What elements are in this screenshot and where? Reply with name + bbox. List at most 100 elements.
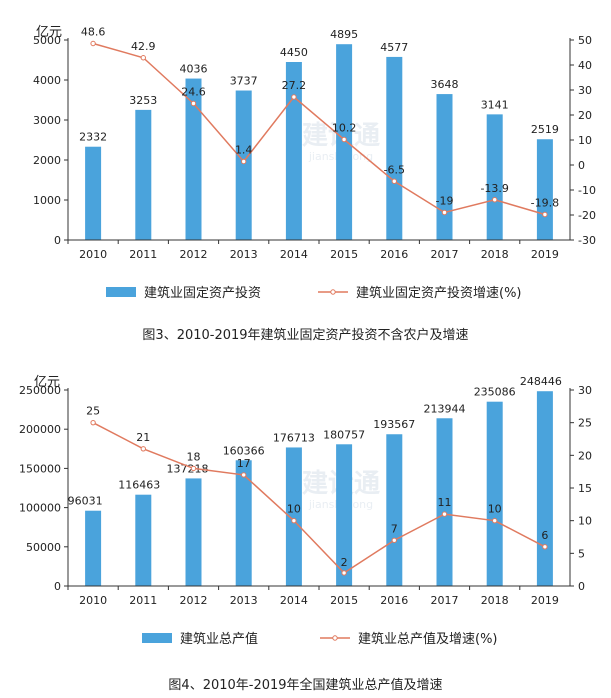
- bar: [386, 56, 403, 240]
- growth-value-label: -19.8: [531, 197, 559, 210]
- legend-line-label: 建筑业固定资产投资增速(%): [356, 285, 522, 300]
- y-right-tick-label: 40: [578, 59, 592, 72]
- y-right-tick-label: 20: [578, 109, 592, 122]
- x-tick-label: 2016: [380, 594, 408, 607]
- bar: [85, 146, 102, 240]
- bar: [135, 109, 152, 240]
- growth-point: [341, 136, 347, 143]
- y-left-tick-label: 150000: [19, 462, 61, 475]
- bar: [486, 401, 503, 586]
- x-tick-label: 2010: [79, 594, 107, 607]
- chart-1-caption: 图3、2010-2019年建筑业固定资产投资不含农户及增速: [142, 328, 469, 343]
- bar: [85, 510, 102, 586]
- y-right-tick-label: 10: [578, 515, 592, 528]
- growth-value-label: 10: [287, 503, 301, 516]
- bar: [135, 494, 152, 586]
- x-tick-label: 2017: [431, 248, 459, 261]
- bar-value-label: 180757: [323, 428, 365, 441]
- x-tick-label: 2010: [79, 248, 107, 261]
- x-tick-label: 2015: [330, 594, 358, 607]
- y-axis-unit: 亿元: [34, 375, 60, 390]
- bar-value-label: 116463: [118, 479, 160, 492]
- growth-line: [92, 422, 546, 574]
- bar-value-label: 96031: [68, 495, 103, 508]
- x-tick-label: 2013: [230, 594, 258, 607]
- bar-value-label: 2519: [531, 123, 559, 136]
- growth-point: [140, 446, 147, 452]
- growth-point: [441, 209, 448, 216]
- y-left-tick-label: 1000: [33, 194, 61, 207]
- chart-fixed-asset-investment: 建设通jianshetong亿元010002000300040005000-30…: [33, 25, 596, 300]
- y-left-tick-label: 2000: [33, 154, 61, 167]
- growth-point: [241, 472, 247, 478]
- bar: [386, 434, 403, 586]
- growth-line: [92, 42, 546, 216]
- legend-bar-label: 建筑业总产值: [180, 631, 258, 647]
- bar-value-label: 193567: [373, 418, 415, 431]
- legend-line-marker: [330, 289, 336, 295]
- bar-value-label: 160366: [223, 444, 265, 457]
- growth-value-label: 42.9: [131, 40, 156, 53]
- bar-value-label: 4450: [280, 46, 308, 59]
- y-left-tick-label: 0: [54, 580, 61, 593]
- y-right-tick-label: 30: [578, 384, 592, 397]
- legend: 建筑业固定资产投资 建筑业固定资产投资增速(%): [106, 285, 522, 300]
- growth-point: [190, 100, 197, 107]
- growth-value-label: 18: [187, 450, 201, 463]
- y-right-tick-label: 15: [578, 482, 592, 495]
- bar: [185, 78, 202, 240]
- legend-bar-label: 建筑业固定资产投资: [144, 285, 261, 300]
- x-tick-label: 2019: [531, 248, 559, 261]
- y-right-tick-label: -20: [578, 209, 596, 222]
- bar: [436, 418, 453, 586]
- y-right-tick-label: 0: [578, 159, 585, 172]
- bar-value-label: 213944: [424, 402, 466, 415]
- growth-point: [241, 158, 247, 165]
- y-right-tick-label: 10: [578, 134, 592, 147]
- growth-value-label: 21: [136, 431, 150, 444]
- bar: [436, 94, 453, 240]
- growth-point: [492, 197, 498, 203]
- growth-value-label: 6: [541, 529, 548, 542]
- bar: [336, 444, 353, 586]
- y-right-tick-label: 0: [578, 580, 585, 593]
- bar: [486, 114, 503, 240]
- bar: [285, 62, 302, 240]
- growth-value-label: 7: [391, 522, 398, 535]
- bar: [536, 391, 553, 586]
- legend-line-marker: [332, 635, 338, 641]
- growth-point: [291, 94, 297, 100]
- bar-value-label: 4577: [380, 41, 408, 54]
- growth-value-label: 48.6: [81, 26, 106, 39]
- growth-value-label: 1.4: [235, 144, 253, 157]
- x-tick-label: 2015: [330, 248, 358, 261]
- growth-value-label: 10: [488, 503, 502, 516]
- y-left-tick-label: 100000: [19, 502, 61, 515]
- x-tick-label: 2011: [129, 248, 157, 261]
- bar: [285, 447, 302, 586]
- y-left-tick-label: 5000: [33, 34, 61, 47]
- legend-line-label: 建筑业总产值及增速(%): [358, 631, 498, 647]
- bar: [536, 139, 553, 240]
- bar-value-label: 3737: [230, 75, 258, 88]
- bar-value-label: 4895: [330, 28, 358, 41]
- growth-point: [341, 570, 347, 576]
- x-tick-label: 2014: [280, 594, 308, 607]
- y-right-tick-label: -10: [578, 184, 596, 197]
- growth-point: [542, 544, 548, 550]
- growth-point: [90, 40, 96, 47]
- growth-point: [190, 465, 197, 472]
- bar: [235, 90, 252, 241]
- legend: 建筑业总产值 建筑业总产值及增速(%): [142, 631, 498, 647]
- x-tick-label: 2016: [380, 248, 408, 261]
- legend-bar-swatch: [142, 633, 172, 643]
- y-right-tick-label: 20: [578, 449, 592, 462]
- y-right-tick-label: 5: [578, 547, 585, 560]
- growth-value-label: 27.2: [282, 79, 307, 92]
- y-right-tick-label: -30: [578, 234, 596, 247]
- bar-value-label: 4036: [180, 63, 208, 76]
- growth-point: [542, 211, 548, 218]
- chart-2-caption: 图4、2010年-2019年全国建筑业总产值及增速: [168, 678, 443, 693]
- bar-value-label: 3253: [129, 94, 157, 107]
- growth-value-label: 25: [86, 405, 100, 418]
